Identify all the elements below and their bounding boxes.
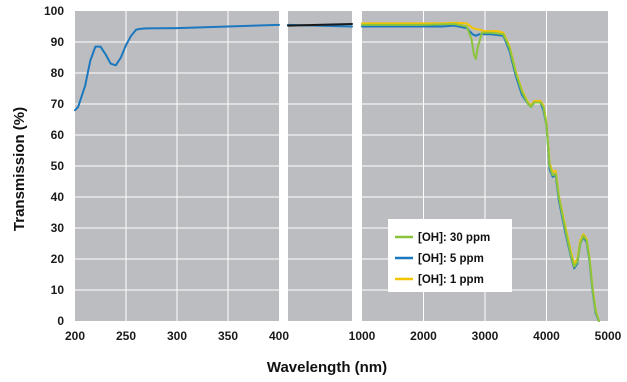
x-tick-label: 350 [218,329,238,343]
y-tick-label: 100 [44,4,64,18]
series-line-0-ir [361,23,600,322]
y-tick-label: 40 [51,190,65,204]
series-line-1-uv [74,23,280,112]
y-tick-label: 20 [51,252,65,266]
y-tick-label: 80 [51,66,65,80]
x-tick-label: 2000 [410,329,437,343]
x-tick-label: 1000 [349,329,376,343]
x-tick-label: 400 [269,329,289,343]
legend-label: [OH]: 30 ppm [418,232,490,244]
y-axis-title: Transmission (%) [11,107,28,231]
y-tick-labels: 0 10 20 30 40 50 60 70 80 90 100 [44,4,64,328]
x-axis-title: Wavelength (nm) [267,359,387,376]
legend-label: [OH]: 5 ppm [418,253,484,265]
y-tick-label: 70 [51,97,65,111]
series-line-3-break [287,23,353,27]
y-tick-label: 50 [51,159,65,173]
x-tick-label: 200 [65,329,85,343]
series-lines [74,21,600,322]
y-tick-label: 10 [51,283,65,297]
x-tick-label: 3000 [472,329,499,343]
y-tick-label: 60 [51,128,65,142]
x-tick-label: 250 [116,329,136,343]
x-tick-label: 5000 [595,329,622,343]
legend: [OH]: 30 ppm [OH]: 5 ppm [OH]: 1 ppm [388,219,512,292]
x-tick-label: 300 [167,329,187,343]
y-tick-label: 30 [51,221,65,235]
x-tick-label: 4000 [533,329,560,343]
x-tick-labels: 200 250 300 350 400 1000 2000 3000 4000 5000 [65,329,622,343]
y-tick-label: 90 [51,35,65,49]
y-tick-label: 0 [57,314,64,328]
legend-label: [OH]: 1 ppm [418,274,484,286]
